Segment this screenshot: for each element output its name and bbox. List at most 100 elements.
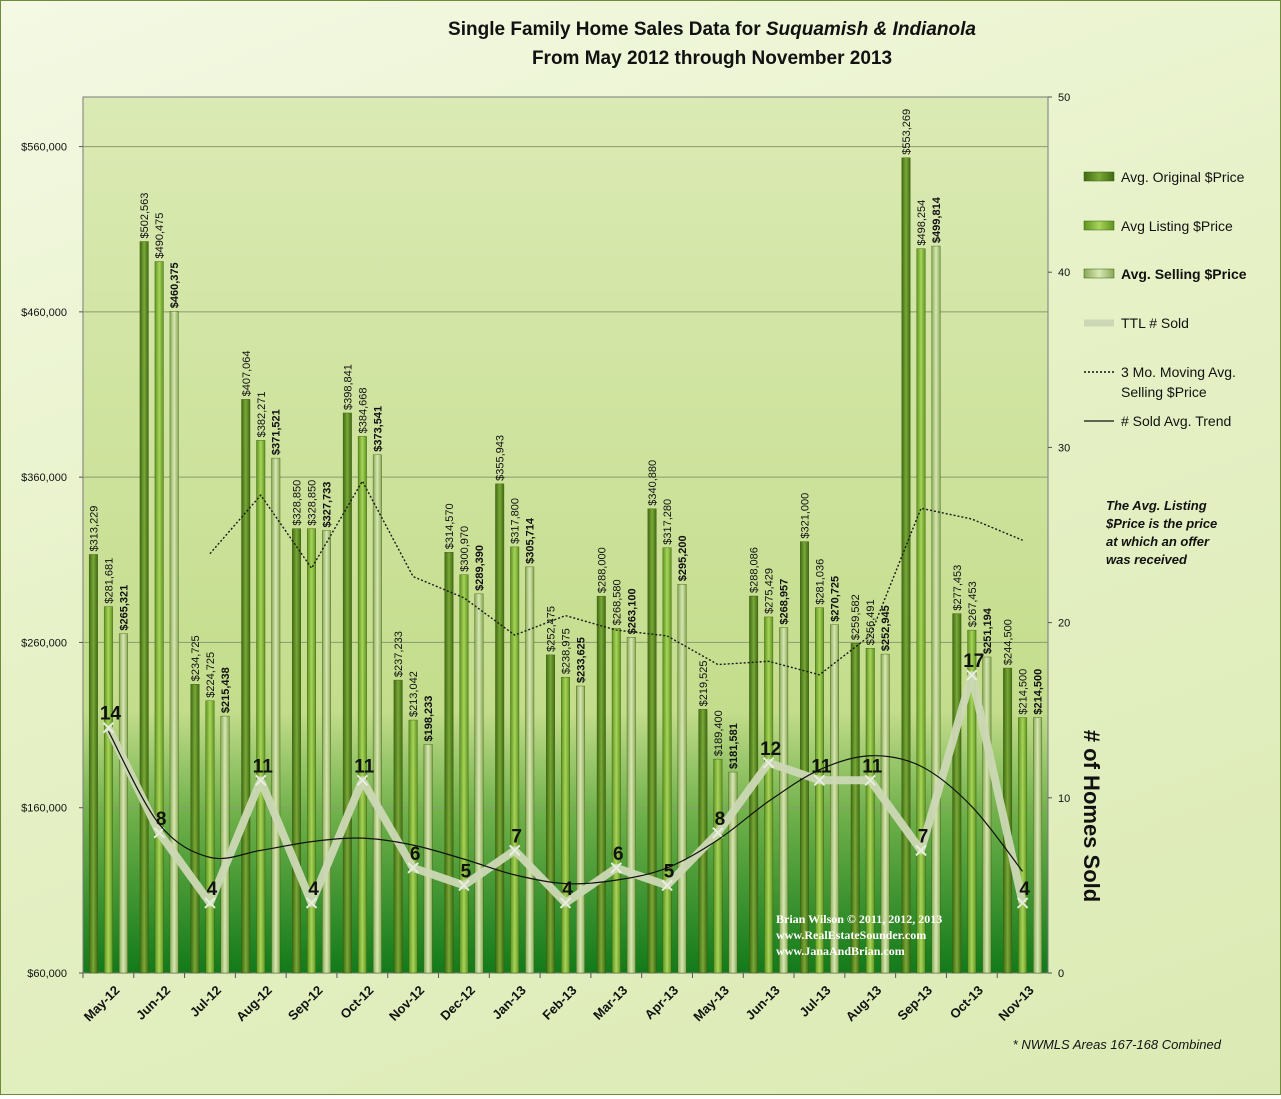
value-label: $328,850 <box>307 480 319 526</box>
listing-price-note: The Avg. Listing $Price is the price at … <box>1105 498 1217 567</box>
x-tick-label: Sep-12 <box>285 983 326 1024</box>
y2-tick-label: 40 <box>1058 267 1070 279</box>
value-label: $305,714 <box>525 517 537 564</box>
x-tick-label: Jun-12 <box>133 983 173 1023</box>
moving-avg-line <box>209 479 1023 676</box>
ttl-sold-marker <box>255 774 267 786</box>
value-label: $289,390 <box>474 545 486 591</box>
x-tick-label: Nov-13 <box>995 983 1036 1024</box>
ttl-sold-marker <box>102 722 115 734</box>
value-labels: $313,229 $502,563 $234,725 $407,064 $328,850… <box>88 109 1044 769</box>
value-label: $328,850 <box>292 480 304 526</box>
value-label: $288,000 <box>596 547 608 593</box>
x-tick-label: Mar-13 <box>590 983 630 1023</box>
ttl-sold-marker <box>305 897 318 909</box>
bar-1-Sep-12 <box>307 528 317 974</box>
value-label: $267,453 <box>967 581 979 627</box>
bar-2-Jul-13 <box>829 624 839 974</box>
bar-1-Aug-13 <box>865 648 875 974</box>
ttl-sold-marker <box>762 757 775 769</box>
value-label: $237,233 <box>393 631 405 677</box>
sold-count-label: 14 <box>100 704 122 725</box>
legend-swatch <box>1083 171 1115 182</box>
sold-count-label: 11 <box>253 756 274 777</box>
sold-count-label: 17 <box>963 651 984 672</box>
bar-1-Jul-13 <box>814 607 824 974</box>
bar-1-May-12 <box>103 606 113 974</box>
credit-block: Brian Wilson © 2011, 2012, 2013 www.Real… <box>776 912 942 958</box>
bar-1-May-13 <box>713 758 723 974</box>
value-label: $265,321 <box>118 585 130 631</box>
value-label: $275,429 <box>764 568 776 614</box>
note-line-2: $Price is the price <box>1105 516 1217 531</box>
y-tick-label: $460,000 <box>21 307 67 319</box>
credit-line-1: Brian Wilson © 2011, 2012, 2013 <box>776 912 942 926</box>
legend-label: Avg Listing $Price <box>1121 218 1233 234</box>
legend-label: TTL # Sold <box>1121 315 1189 331</box>
value-label: $407,064 <box>241 350 253 396</box>
bar-0-Jan-13 <box>495 483 505 974</box>
bar-2-Jul-12 <box>220 715 230 974</box>
sold-count-label: 4 <box>1019 879 1030 900</box>
value-label: $281,036 <box>814 559 826 605</box>
x-tick-label: Nov-12 <box>386 983 427 1024</box>
value-label: $281,681 <box>103 558 115 604</box>
bar-2-Sep-12 <box>322 530 332 974</box>
bar-0-Jun-12 <box>139 241 149 974</box>
legend-label: # Sold Avg. Trend <box>1121 413 1231 429</box>
bar-0-May-12 <box>88 554 98 974</box>
bar-0-Apr-13 <box>647 508 657 974</box>
sold-trend-line <box>107 730 1024 885</box>
sold-count-label: 7 <box>511 826 522 847</box>
bar-0-Oct-13 <box>952 613 962 974</box>
value-label: $233,625 <box>576 637 588 683</box>
value-label: $259,582 <box>850 594 862 640</box>
value-label: $263,100 <box>626 588 638 634</box>
ttl-sold-marker <box>610 862 622 874</box>
legend-label: 3 Mo. Moving Avg. <box>1121 364 1236 380</box>
bar-2-Oct-12 <box>372 454 382 974</box>
note-line-3: at which an offer <box>1106 534 1210 549</box>
chart-title-line2: From May 2012 through November 2013 <box>532 48 892 69</box>
bar-1-Jan-13 <box>510 546 520 974</box>
value-label: $314,570 <box>444 503 456 549</box>
y2-tick-label: 50 <box>1058 92 1070 104</box>
value-label: $490,475 <box>154 213 166 259</box>
value-label: $398,841 <box>342 364 354 410</box>
bar-2-Nov-13 <box>1033 717 1043 974</box>
sold-count-label: 4 <box>308 879 319 900</box>
ttl-sold-marker <box>661 879 673 892</box>
chart-title-line1: Single Family Home Sales Data for Suquam… <box>448 19 976 40</box>
legend-label: Avg. Original $Price <box>1121 169 1245 185</box>
bar-0-Sep-12 <box>292 528 302 974</box>
bar-0-Aug-12 <box>241 399 251 974</box>
value-label: $215,438 <box>220 667 232 713</box>
y-tick-label: $260,000 <box>21 637 67 649</box>
value-label: $327,733 <box>322 482 334 528</box>
value-label: $499,814 <box>931 196 943 243</box>
value-label: $244,500 <box>1003 619 1015 665</box>
value-label: $270,725 <box>829 576 841 622</box>
sold-count-label: 6 <box>613 844 624 865</box>
bar-2-Nov-12 <box>423 744 433 974</box>
value-label: $384,668 <box>357 387 369 433</box>
value-label: $234,725 <box>190 635 202 681</box>
value-label: $219,525 <box>698 660 710 706</box>
bar-1-Nov-13 <box>1018 717 1028 974</box>
legend: Avg. Original $Price Avg Listing $Price Av… <box>1083 169 1247 429</box>
bar-1-Jun-12 <box>154 261 164 974</box>
y-tick-label: $160,000 <box>21 803 67 815</box>
bar-0-Aug-13 <box>850 642 860 974</box>
x-tick-label: Jan-13 <box>489 983 529 1023</box>
value-label: $268,957 <box>779 579 791 625</box>
x-tick-label: Jul-13 <box>796 983 833 1020</box>
bar-1-Apr-13 <box>662 547 672 974</box>
bar-1-Dec-12 <box>459 574 469 974</box>
sold-count-label: 6 <box>410 844 421 865</box>
bar-0-Oct-12 <box>342 412 352 974</box>
ttl-sold-marker <box>153 827 165 839</box>
bar-2-Jun-12 <box>169 311 179 974</box>
value-label: $498,254 <box>916 200 928 246</box>
bar-2-Sep-13 <box>931 245 941 974</box>
